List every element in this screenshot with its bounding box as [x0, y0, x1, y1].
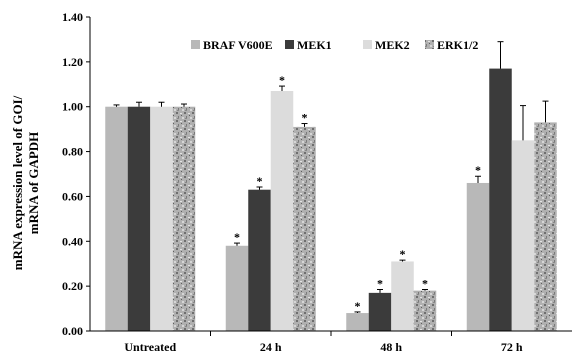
y-tick-label: 0.20: [62, 279, 83, 293]
axes: [89, 17, 572, 336]
significance-star: *: [302, 111, 308, 125]
y-axis-ticks: 0.00 0.20 0.40 0.60 0.80 1.00 1.20 1.40: [62, 10, 90, 338]
legend-swatch: [191, 40, 200, 49]
y-axis-title-line-1: mRNA expression level of GOI/: [10, 95, 25, 270]
y-tick-label: 1.20: [62, 55, 83, 69]
y-tick-label: 0.80: [62, 145, 83, 159]
bar: [489, 68, 512, 331]
legend-swatch: [425, 40, 434, 49]
bar: [391, 261, 414, 331]
legend-entry-label: MEK2: [375, 38, 410, 52]
bar: [534, 122, 557, 332]
x-category-label: 48 h: [380, 340, 402, 354]
significance-star: *: [234, 230, 240, 244]
bar: [248, 189, 271, 331]
bar: [466, 182, 490, 331]
legend: BRAF V600E MEK1 MEK2 ERK1/2: [191, 38, 478, 52]
significance-star: *: [377, 277, 383, 291]
significance-star: *: [279, 73, 285, 87]
bar: [172, 106, 196, 331]
bar: [105, 106, 128, 331]
bar: [293, 126, 316, 332]
significance-star: *: [355, 299, 361, 313]
y-tick-label: 1.40: [62, 10, 83, 24]
y-tick-label: 1.00: [62, 100, 83, 114]
bar: [346, 313, 369, 331]
bar: [150, 106, 173, 331]
legend-entry-label: BRAF V600E: [203, 38, 273, 52]
x-category-label: 72 h: [501, 340, 523, 354]
significance-star: *: [422, 277, 428, 291]
bar: [270, 91, 294, 331]
bars: * * * * * * * * *: [105, 41, 557, 332]
legend-entry-label: ERK1/2: [437, 38, 478, 52]
y-axis-title-line-2: mRNA of GAPDH: [26, 132, 41, 235]
y-tick-label: 0.40: [62, 234, 83, 248]
bar: [225, 245, 249, 331]
x-category-label: Untreated: [124, 340, 176, 354]
bar: [127, 106, 151, 331]
significance-star: *: [475, 163, 481, 177]
bar: [368, 292, 392, 331]
legend-swatch: [285, 40, 294, 49]
y-tick-label: 0.00: [62, 324, 83, 338]
legend-swatch: [363, 40, 372, 49]
significance-star: *: [257, 174, 263, 188]
bar: [511, 140, 535, 331]
x-category-label: 24 h: [260, 340, 282, 354]
legend-entry-label: MEK1: [297, 38, 332, 52]
bar: [413, 290, 437, 331]
significance-star: *: [400, 247, 406, 261]
x-axis-labels: Untreated 24 h 48 h 72 h: [124, 340, 523, 354]
y-tick-label: 0.60: [62, 189, 83, 203]
